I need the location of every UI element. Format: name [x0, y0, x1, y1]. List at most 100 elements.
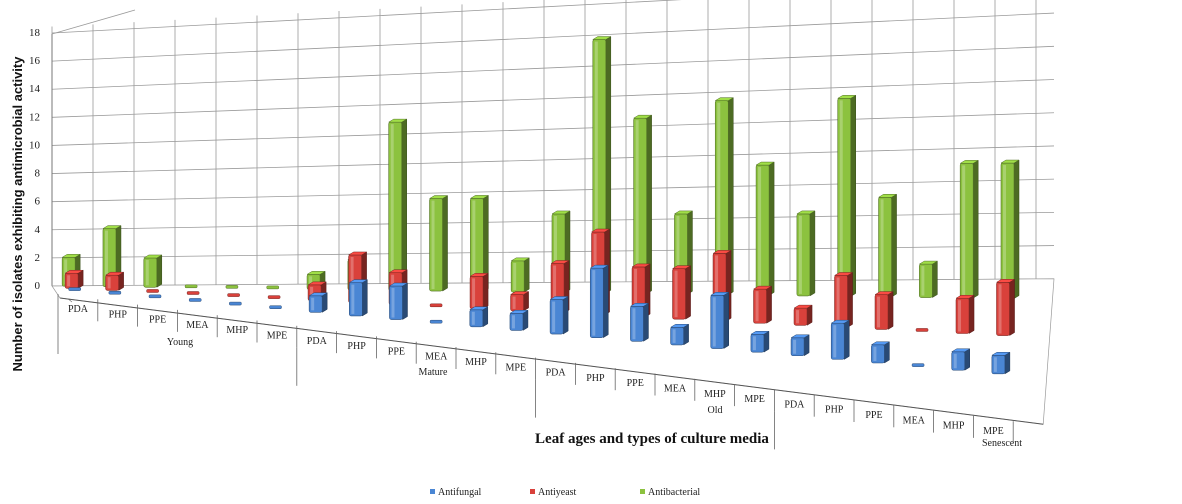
bar-top-face: [549, 296, 570, 300]
bar-top-face: [629, 303, 650, 307]
category-label: PHP: [347, 341, 366, 352]
bar-highlight: [512, 296, 516, 309]
gridline-horizontal: [51, 0, 682, 34]
bar-front-face: [630, 305, 644, 342]
category-label: PDA: [307, 336, 328, 347]
bar-antiyeast-zero: [267, 295, 281, 299]
bar-top-face: [836, 95, 857, 99]
bar-top-face: [308, 292, 329, 297]
bar-side-face: [843, 319, 850, 360]
bar-highlight: [758, 167, 762, 294]
category-label: MPE: [744, 394, 765, 405]
bar-antifungal: [348, 279, 369, 317]
bar-antifungal: [669, 323, 690, 346]
chart-bars: [61, 36, 1020, 375]
bar-antiyeast-zero: [429, 303, 443, 308]
bar-top-face: [591, 36, 612, 40]
bar-antibacterial: [918, 260, 939, 298]
bar-top-face: [874, 291, 894, 295]
bar-front-face: [991, 354, 1006, 375]
group-label-old: Old: [708, 405, 723, 416]
bar-antifungal: [388, 282, 409, 321]
gridline-horizontal: [51, 178, 1055, 203]
left-wall-top: [51, 9, 136, 35]
bar-antiyeast-zero: [186, 291, 200, 295]
bar-front-face: [143, 257, 158, 288]
bar-top-face: [1000, 159, 1020, 164]
bar-front-face: [510, 260, 525, 293]
bar-top-face: [102, 225, 122, 229]
bar-antifungal: [750, 330, 770, 353]
bar-top-face: [755, 161, 775, 166]
bar-antiyeast: [955, 294, 975, 334]
bar-highlight: [553, 215, 557, 291]
bar-highlight: [962, 165, 966, 297]
bar-top-face: [631, 263, 651, 268]
bar-top-face: [950, 348, 971, 353]
bar-front-face: [509, 312, 524, 331]
bar-side-face: [809, 210, 816, 297]
bar-antiyeast-zero: [915, 328, 929, 332]
bar-side-face: [362, 279, 368, 317]
bar-top-face: [673, 210, 694, 215]
bar-highlight: [998, 284, 1002, 334]
bar-front-face: [951, 351, 966, 371]
x-axis-label: Leaf ages and types of culture media: [535, 431, 769, 447]
bar-side-face: [523, 291, 529, 312]
bar-front-face: [510, 294, 524, 312]
bar-antibacterial: [428, 195, 449, 292]
bar-highlight: [873, 346, 877, 361]
bar-antibacterial: [510, 257, 531, 293]
legend-label-antibacterial: Antibacterial: [648, 487, 700, 498]
bar-highlight: [712, 297, 716, 347]
bar-side-face: [766, 285, 772, 324]
bar-front-face: [64, 272, 79, 289]
category-label: PDA: [784, 399, 805, 410]
bar-highlight: [672, 329, 676, 343]
bar-front-face: [750, 333, 765, 353]
bar-side-face: [806, 304, 813, 326]
category-label: MHP: [226, 325, 248, 336]
bar-highlight: [836, 277, 840, 326]
bar-antibacterial-zero: [266, 285, 279, 290]
bar-highlight: [107, 277, 111, 289]
group-label-senescent: Senescent: [982, 438, 1022, 449]
bar-top-face: [469, 273, 489, 277]
bar-antifungal: [629, 302, 650, 342]
bar-front-face: [429, 198, 443, 292]
bar-front-face: [710, 294, 725, 349]
y-axis-label: Number of isolates exhibiting antimicrob…: [10, 56, 25, 372]
bar-side-face: [884, 341, 890, 364]
bar-antifungal: [870, 341, 891, 364]
bar-side-face: [768, 161, 775, 296]
bar-top-face: [64, 269, 85, 274]
bar-side-face: [156, 254, 163, 288]
bar-side-face: [723, 291, 730, 349]
y-tick-label: 12: [29, 111, 40, 123]
bar-antifungal-zero: [148, 294, 162, 299]
bar-side-face: [1009, 278, 1015, 336]
category-label: PDA: [68, 304, 89, 315]
bar-side-face: [891, 193, 897, 298]
bar-antiyeast: [793, 304, 813, 326]
bar-front-face: [796, 213, 811, 297]
bar-side-face: [683, 323, 689, 346]
bar-top-face: [510, 257, 531, 262]
category-label: MHP: [465, 357, 487, 368]
chart-walls: [51, 0, 1055, 303]
bar-highlight: [511, 315, 515, 329]
bar-antifungal-zero: [108, 290, 122, 295]
bar-antiyeast: [509, 291, 530, 312]
category-label: PHP: [825, 405, 844, 416]
legend-swatch-antifungal: [430, 489, 435, 494]
bar-top-face: [468, 306, 489, 311]
bar-top-face: [387, 118, 408, 123]
category-label: PDA: [546, 368, 567, 379]
category-label: MPE: [506, 362, 527, 373]
bar-antibacterial: [632, 114, 653, 295]
bar-antifungal-zero: [269, 305, 282, 309]
bar-side-face: [932, 260, 938, 298]
legend-swatch-antibacterial: [640, 489, 645, 494]
bar-antifungal: [509, 309, 529, 331]
